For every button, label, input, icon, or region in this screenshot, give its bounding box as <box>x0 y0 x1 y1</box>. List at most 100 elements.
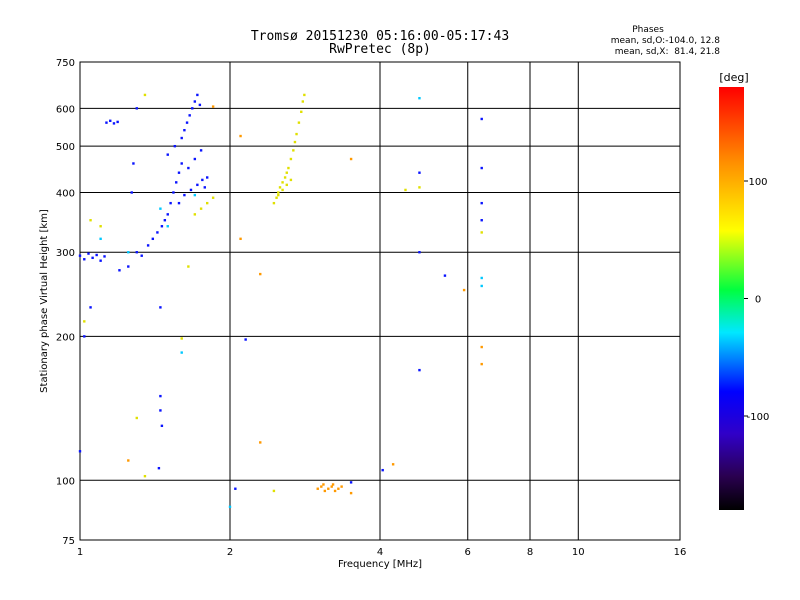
data-point <box>330 485 333 488</box>
data-point <box>187 265 190 268</box>
data-point <box>160 424 164 428</box>
data-point <box>193 157 197 161</box>
data-point <box>331 483 335 486</box>
data-point <box>349 481 353 484</box>
data-point <box>159 409 162 412</box>
data-point <box>135 416 138 420</box>
data-point <box>166 153 169 156</box>
data-point <box>201 178 204 182</box>
data-point <box>211 196 215 199</box>
data-point <box>177 201 181 205</box>
data-point <box>112 122 116 125</box>
data-point <box>89 306 92 309</box>
data-point <box>320 485 323 488</box>
data-point <box>95 253 98 257</box>
data-point <box>293 140 297 144</box>
data-point <box>340 485 343 488</box>
data-point <box>103 255 106 258</box>
data-point <box>105 121 108 124</box>
y-tick-label: 400 <box>56 188 75 199</box>
data-point <box>159 394 162 398</box>
data-point <box>180 162 183 165</box>
data-point <box>323 489 327 493</box>
data-point <box>99 225 102 228</box>
data-point <box>127 251 130 254</box>
phases-o-stats: mean, sd,O:-104.0, 12.8 <box>611 36 721 46</box>
data-point <box>166 213 169 216</box>
data-point <box>289 157 293 161</box>
x-tick-label: 2 <box>227 547 233 558</box>
colorbar <box>719 87 744 510</box>
data-point <box>199 149 203 152</box>
data-point <box>480 201 483 205</box>
data-point <box>78 450 82 453</box>
data-point <box>333 489 337 493</box>
data-point <box>285 183 288 187</box>
data-point <box>78 254 82 257</box>
data-point <box>135 107 138 110</box>
data-point <box>277 191 280 194</box>
x-tick-label: 4 <box>377 547 383 558</box>
data-point <box>99 237 102 241</box>
data-point <box>300 110 303 114</box>
data-point <box>175 181 178 184</box>
data-point <box>191 107 194 110</box>
data-point <box>151 237 155 241</box>
data-point <box>349 157 353 161</box>
data-point <box>180 337 183 340</box>
data-point <box>418 171 421 174</box>
y-tick-label: 600 <box>56 104 75 115</box>
data-point <box>177 171 181 174</box>
data-point <box>205 176 209 179</box>
data-point <box>193 100 197 103</box>
colorbar-tick-label: 0 <box>755 295 761 306</box>
data-point <box>159 207 162 210</box>
data-point <box>91 256 94 260</box>
data-point <box>109 119 112 123</box>
data-point <box>196 93 199 97</box>
data-point <box>277 193 280 197</box>
data-point <box>462 288 466 292</box>
data-point <box>418 186 421 189</box>
data-point <box>159 306 162 309</box>
data-point <box>132 162 135 165</box>
colorbar-label: [deg] <box>719 71 748 84</box>
x-tick-label: 10 <box>572 547 585 558</box>
data-point <box>259 272 262 276</box>
data-point <box>180 136 183 140</box>
data-point <box>157 466 161 470</box>
data-point <box>283 176 287 179</box>
data-point <box>480 117 483 121</box>
data-point <box>146 244 150 247</box>
data-point <box>169 201 172 205</box>
data-point <box>198 103 202 107</box>
data-point <box>391 463 395 466</box>
data-point <box>189 188 193 192</box>
data-point <box>418 368 421 372</box>
data-point <box>99 259 102 262</box>
x-axis-label: Frequency [MHz] <box>338 559 422 570</box>
y-tick-label: 200 <box>56 332 75 343</box>
data-point <box>287 166 290 170</box>
colorbar-tick-label: 100 <box>748 177 767 188</box>
colorbar-tick-label: -100 <box>747 412 770 423</box>
data-point <box>281 181 284 184</box>
plot-frame <box>79 61 681 541</box>
data-point <box>89 219 92 222</box>
y-tick-label: 100 <box>56 476 75 487</box>
data-point <box>203 186 206 189</box>
data-point <box>278 186 282 189</box>
data-point <box>127 459 130 462</box>
y-tick-label: 500 <box>56 142 75 153</box>
data-point <box>281 188 284 192</box>
x-tick-label: 16 <box>674 547 687 558</box>
y-axis-ticks: 75 100 200 300 400 500 600 750 <box>56 58 75 547</box>
data-point <box>301 100 305 103</box>
data-point <box>244 338 247 341</box>
data-point <box>322 483 325 486</box>
data-point <box>480 231 483 234</box>
data-point <box>292 149 295 152</box>
data-point <box>193 193 197 197</box>
phases-x-stats: mean, sd,X: 81.4, 21.8 <box>615 47 721 57</box>
